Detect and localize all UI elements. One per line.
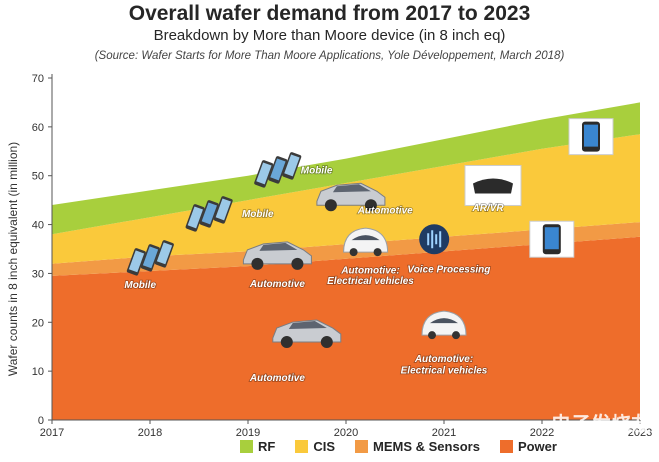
annotation-label: Automotive: [340,265,399,276]
annotation-label: Automotive: [414,354,473,365]
x-tick-label: 2019 [236,427,260,439]
smartphones-icon [126,240,174,276]
legend-item-power: Power [499,439,557,454]
legend-label-cis: CIS [313,439,336,454]
phone-screen [284,154,300,177]
legend-label-mems: MEMS & Sensors [373,439,480,454]
watermark-logo: 电子发烧友 [551,414,651,436]
area-power [52,236,640,420]
y-axis-label: Wafer counts in 8 inch equivalent (in mi… [6,142,20,376]
annotation-label: Voice Processing [407,264,490,275]
car-wheel [324,199,337,212]
5g-phone-icon [529,220,575,258]
car-wheel [251,257,264,270]
car-window [332,184,371,193]
pod-wheel [349,248,358,257]
autonomous-car-icon [421,310,467,340]
pod-wheel [428,331,436,340]
autonomous-car-icon [343,227,389,257]
pod-wheel [452,331,460,340]
legend-swatch-cis [295,440,309,453]
legend-item-cis: CIS [295,439,335,454]
car-icon [316,182,386,212]
legend-swatch-rf [240,440,253,453]
phone-screen [156,242,173,265]
voice-assistant-icon [419,224,450,255]
x-tick-label: 2017 [40,427,64,439]
phone-screen [187,206,203,229]
car-icon [272,319,342,349]
phone-screen [201,202,217,225]
chart-subtitle: Breakdown by More than Moore device (in … [153,27,506,44]
x-tick-label: 2021 [432,427,456,439]
x-tick-label: 2018 [138,427,162,439]
annotation-label: AR/VR [472,203,505,214]
car-wheel [280,336,293,349]
phone-screen [256,162,272,185]
annotation-label: Automotive [249,279,305,290]
smartphones-icon [254,152,302,188]
x-tick-label: 2022 [530,427,554,439]
annotation-label: Electrical vehicles [401,366,488,377]
y-tick-label: 30 [32,268,44,280]
legend-item-rf: RF [240,439,275,454]
y-tick-label: 70 [32,73,44,85]
annotation-label: Automotive [249,373,305,384]
legend-item-mems: MEMS & Sensors [355,439,480,454]
voice-wave [427,230,442,249]
car-icon [242,241,312,270]
chart-title: Overall wafer demand from 2017 to 2023 [128,2,531,25]
car-window [259,242,298,251]
y-tick-label: 10 [32,366,44,378]
x-tick-label: 2023 [628,427,652,439]
vr-headset [473,178,513,194]
annotation-label: Automotive [357,205,413,216]
annotation-label: Mobile [124,280,156,291]
area-rf [52,102,640,235]
y-tick-label: 60 [32,122,44,134]
annotation-label: Mobile [242,209,274,220]
car-wheel [320,336,333,349]
annotation-label: Electrical vehicles [327,276,414,287]
car-body [242,241,312,265]
y-tick-label: 0 [38,415,44,427]
pod-wheel [373,248,382,257]
5g-phone-icon [568,118,614,156]
vr-headset-icon [464,164,522,206]
legend-label-power: Power [517,439,557,454]
phone-screen [142,246,159,269]
y-tick-label: 40 [32,220,44,232]
5g-phone-screen [584,124,598,147]
car-window [288,321,327,330]
legend-label-rf: RF [258,439,276,454]
legend-swatch-mems [355,440,369,453]
phone-screen [128,250,145,273]
5g-phone-screen [544,227,559,250]
car-wheel [364,199,377,212]
y-tick-label: 50 [32,171,44,183]
phone-screen [215,198,231,221]
legend: RF CIS MEMS & Sensors Power [240,439,567,454]
watermark-url: www.elecfans.com [562,434,645,445]
legend-swatch-power [499,440,513,453]
annotation-label: Mobile [301,165,333,176]
car-wheel [291,257,304,270]
voice-circle [419,224,450,255]
pod-window [351,235,380,241]
pod-window [430,318,458,324]
y-tick-label: 20 [32,317,44,329]
x-tick-label: 2020 [334,427,358,439]
smartphones-icon [185,196,233,232]
car-body [316,182,386,206]
car-body [272,319,342,343]
chart-source: (Source: Wafer Starts for More Than Moor… [94,50,565,62]
phone-screen [270,158,286,181]
